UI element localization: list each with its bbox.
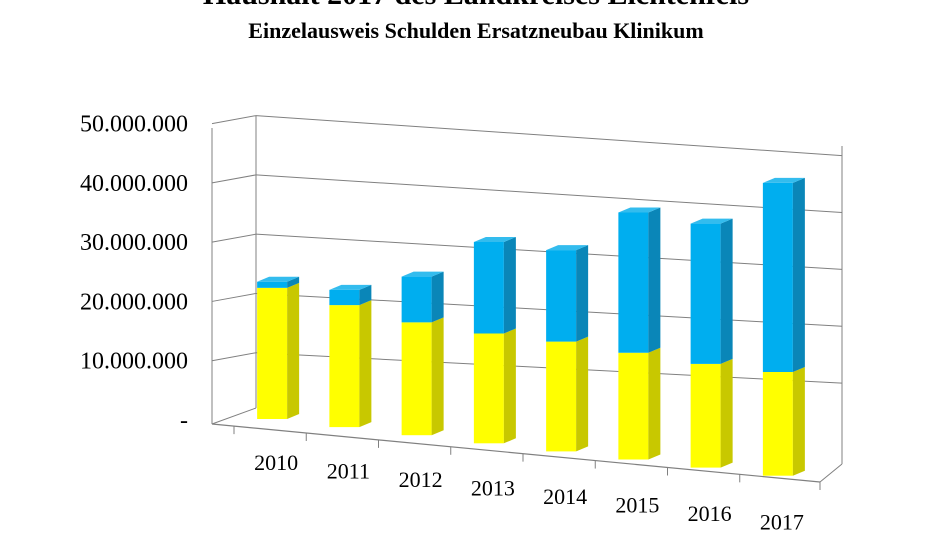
gridline	[255, 115, 843, 157]
y-tick-label: 50.000.000	[80, 112, 188, 138]
bar-2014-series0-front	[546, 341, 577, 452]
x-tick-label: 2013	[471, 476, 515, 501]
bar-2015-series1-front	[618, 212, 649, 353]
bar-2017-series0-side	[792, 367, 805, 476]
gridline-side	[211, 174, 257, 184]
bar-2015-series1-side	[648, 207, 661, 353]
bar-2013-series0-front	[473, 333, 504, 444]
bar-2012-series0-side	[431, 317, 444, 436]
bar-2013-series1-front	[473, 242, 504, 334]
x-tick-label: 2014	[543, 484, 587, 509]
y-tick-label: 30.000.000	[80, 230, 188, 256]
gridline-side	[211, 352, 257, 362]
bar-2012-top	[401, 271, 444, 277]
gridline-side	[211, 115, 257, 125]
floor-left-edge	[211, 407, 257, 425]
bar-2015-series0-front	[618, 352, 649, 460]
x-tick-label: 2017	[760, 510, 804, 535]
bar-2011-top	[329, 284, 372, 290]
bar-2015-top	[618, 207, 661, 213]
x-axis-line	[211, 423, 821, 483]
gridline	[255, 174, 843, 213]
bar-2013-top	[473, 237, 516, 242]
x-tick-label: 2015	[615, 493, 659, 518]
gridline-side	[211, 233, 257, 243]
bar-2010-series0-side	[287, 282, 300, 419]
bar-2016-series1-front	[690, 223, 721, 364]
y-tick-label: -	[180, 408, 188, 434]
bar-2014-top	[546, 245, 589, 251]
floor-right-edge	[819, 463, 843, 483]
bar-2014-series0-side	[576, 336, 589, 452]
bar-2010-series0-front	[257, 287, 288, 419]
bar-2013-series0-side	[503, 328, 516, 444]
bar-2010-series1-front	[257, 281, 288, 288]
x-tick-label: 2011	[327, 459, 370, 484]
bar-2013-series1-side	[503, 237, 516, 334]
bar-2017-series1-side	[792, 177, 805, 372]
bar-2011-series1-side	[359, 284, 372, 306]
bar-2011-series1-front	[329, 289, 360, 306]
bar-2010-top	[257, 276, 300, 282]
bar-2014-series1-side	[576, 245, 589, 342]
x-tick-label: 2016	[688, 501, 732, 526]
bar-2012-series1-side	[431, 271, 444, 323]
chart-title: Haushalt 2017 des Landkreises Lichtenfel…	[0, 0, 952, 12]
bar-2016-series0-front	[690, 363, 721, 468]
bar-2016-series1-side	[720, 218, 733, 364]
bar-2012-series0-front	[401, 322, 432, 436]
bar-2014-series1-front	[546, 250, 577, 342]
chart-subtitle: Einzelausweis Schulden Ersatzneubau Klin…	[248, 18, 704, 43]
bar-2010-series1-side	[287, 276, 300, 288]
bar-2011-series0-side	[359, 300, 372, 428]
bar-2016-series0-side	[720, 358, 733, 468]
bar-2011-series0-front	[329, 305, 360, 428]
bar-2012-series1-front	[401, 276, 432, 323]
bar-2017-series0-front	[762, 372, 793, 476]
bar-2017-series1-front	[762, 182, 793, 372]
x-tick-label: 2012	[399, 467, 443, 492]
y-tick-label: 10.000.000	[80, 349, 188, 375]
bar-2015-series0-side	[648, 347, 661, 460]
bar-2017-top	[762, 177, 805, 183]
x-tick-label: 2010	[254, 450, 298, 475]
y-tick-label: 40.000.000	[80, 171, 188, 197]
y-tick-label: 20.000.000	[80, 289, 188, 315]
bar-2016-top	[690, 218, 733, 224]
gridline-side	[211, 292, 257, 302]
